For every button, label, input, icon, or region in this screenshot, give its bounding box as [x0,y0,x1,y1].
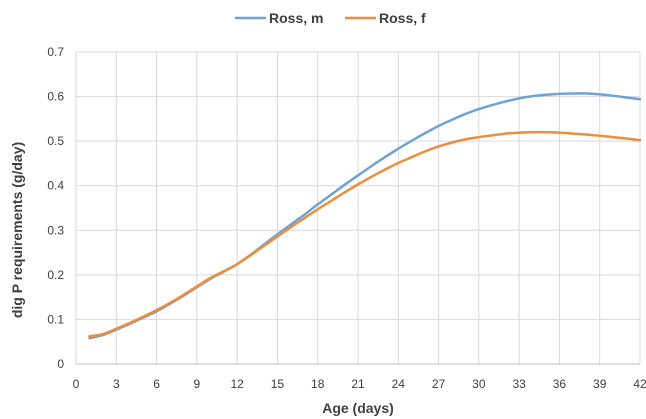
x-tick-label: 15 [271,377,285,391]
x-tick-label: 12 [230,377,244,391]
y-axis-title: dig P requirements (g/day) [9,142,25,318]
y-tick-label: 0.4 [47,179,64,193]
x-tick-label: 18 [311,377,325,391]
x-tick-label: 39 [593,377,607,391]
x-tick-label: 27 [432,377,446,391]
x-tick-label: 36 [553,377,567,391]
x-tick-label: 42 [633,377,646,391]
y-tick-label: 0.7 [47,45,64,59]
y-tick-label: 0.6 [47,90,64,104]
x-tick-label: 6 [153,377,160,391]
series-line-ross-f [88,130,642,338]
x-tick-label: 0 [73,377,80,391]
grid [76,51,641,364]
x-tick-label: 30 [472,377,486,391]
legend-label-ross-m: Ross, m [269,10,323,26]
x-tick-label: 33 [512,377,526,391]
x-tick-label: 21 [351,377,365,391]
y-tick-label: 0.3 [47,223,64,237]
x-tick-label: 24 [392,377,406,391]
legend: Ross, m Ross, f [235,10,426,26]
x-tick-label: 9 [194,377,201,391]
series-lines [88,92,642,340]
y-tick-label: 0.5 [47,134,64,148]
legend-label-ross-f: Ross, f [379,10,426,26]
axes [75,52,640,365]
y-tick-label: 0.2 [47,268,64,282]
tick-labels: 00.10.20.30.40.50.60.70 3 6 9 12 15 18 21 24 27 30… [47,45,646,391]
x-axis-title: Age (days) [322,400,394,416]
x-tick-label: 3 [113,377,120,391]
y-tick-label: 0.1 [47,312,64,326]
y-tick-label: 0 [57,357,64,371]
